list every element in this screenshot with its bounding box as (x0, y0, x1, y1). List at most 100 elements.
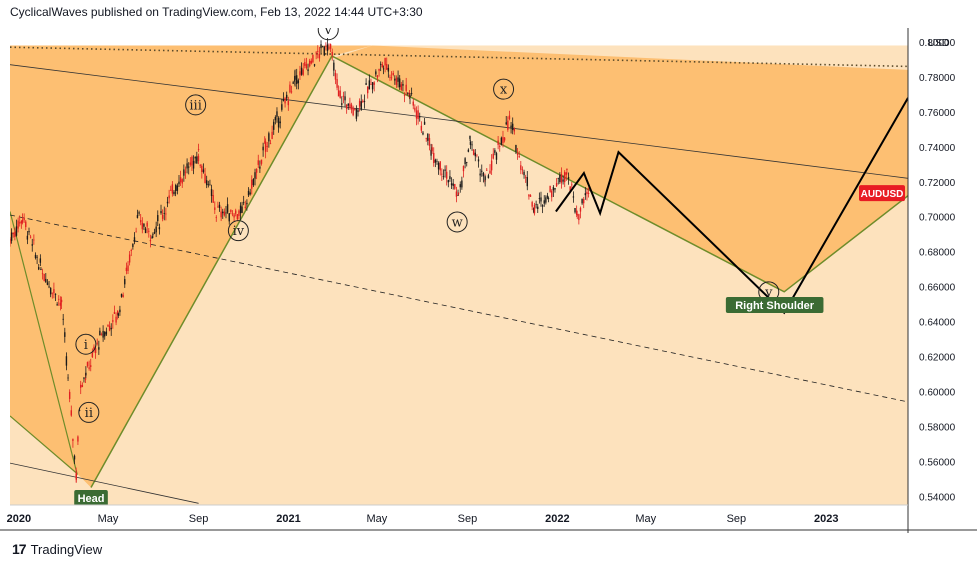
candle-body (279, 121, 281, 124)
candle-body (205, 180, 208, 186)
candle-body (197, 149, 200, 150)
candle-body (494, 150, 496, 153)
candle-body (102, 330, 104, 338)
candle-body (83, 377, 85, 379)
candle-body (23, 217, 25, 221)
candle-body (531, 202, 533, 207)
x-tick-label: May (635, 513, 656, 525)
candle-body (381, 64, 384, 68)
candle-body (28, 231, 30, 233)
candle-body (14, 231, 16, 237)
candle-body (477, 159, 480, 162)
x-tick-label: Sep (727, 513, 747, 525)
x-tick-label: 2020 (7, 513, 31, 525)
candle-body (546, 195, 549, 198)
candle-body (146, 222, 148, 227)
candle-body (447, 180, 450, 183)
candle-body (59, 302, 62, 306)
y-tick-label: 0.80000 (919, 38, 956, 49)
candle-body (505, 122, 507, 125)
candle-body (549, 185, 551, 192)
candle-body (520, 165, 522, 170)
candle-body (84, 378, 87, 380)
candle-body (104, 332, 106, 337)
candle-body (541, 205, 544, 207)
candle-body (576, 214, 578, 216)
candle-body (51, 292, 53, 294)
candle-body (139, 220, 142, 223)
candle-body (26, 235, 29, 240)
candle-body (284, 97, 286, 104)
candle-body (125, 267, 128, 272)
candle-body (60, 299, 63, 303)
candle-body (170, 189, 172, 191)
candle-body (94, 348, 97, 354)
candle-body (395, 77, 398, 85)
candle-body (171, 184, 174, 194)
wave-label-y: y (764, 285, 773, 300)
candle-body (199, 165, 201, 167)
candle-body (56, 304, 58, 306)
candle-body (239, 205, 242, 214)
projection-path (555, 97, 908, 315)
candle-body (163, 213, 165, 214)
candle-body (304, 62, 306, 66)
candle-body (21, 219, 24, 223)
candle-body (547, 198, 550, 199)
candle-body (403, 95, 406, 97)
candle-body (25, 221, 27, 228)
candle-body (434, 159, 437, 163)
candle-body (354, 108, 356, 110)
candle-body (350, 104, 353, 110)
candle-body (191, 156, 193, 166)
candle-body (157, 215, 159, 222)
candle-body (326, 44, 329, 51)
y-tick-label: 0.66000 (919, 283, 956, 294)
candle-body (254, 172, 256, 179)
footer-brand[interactable]: 17 TradingView (12, 541, 102, 557)
candle-body (535, 203, 537, 205)
candle-body (367, 86, 369, 94)
candle-body (49, 287, 52, 295)
candle-body (58, 298, 60, 300)
candle-body (266, 145, 268, 147)
y-tick-label: 0.62000 (919, 352, 956, 363)
candle-body (455, 191, 458, 197)
candle-body (244, 206, 246, 209)
candle-body (70, 410, 72, 416)
candle-body (384, 57, 386, 66)
last-price-badge (859, 185, 905, 202)
candle-body (262, 146, 264, 151)
candle-body (559, 174, 561, 183)
candle-body (423, 121, 426, 125)
candle-body (584, 193, 587, 196)
candle-body (462, 165, 465, 172)
wave-label-x: x (500, 83, 508, 98)
candle-body (148, 230, 150, 232)
candle-body (412, 101, 414, 106)
candle-body (333, 62, 335, 71)
candle-body (427, 133, 429, 141)
candle-body (158, 227, 161, 230)
candle-body (130, 250, 132, 251)
candle-body (34, 254, 37, 259)
candle-body (315, 52, 317, 54)
candle-body (188, 166, 190, 168)
candle-body (117, 311, 119, 315)
candle-body (223, 211, 226, 216)
candle-body (112, 320, 114, 322)
candle-body (40, 268, 42, 270)
y-tick-label: 0.64000 (919, 318, 956, 329)
candle-body (516, 153, 519, 155)
candle-body (439, 161, 441, 171)
y-tick-label: 0.60000 (919, 387, 956, 398)
candle-body (46, 282, 49, 285)
annotation-bg (725, 296, 824, 313)
candle-body (528, 194, 530, 197)
candle-body (365, 83, 367, 85)
candle-body (318, 53, 321, 59)
candle-body (194, 156, 196, 159)
candle-body (10, 238, 11, 244)
candle-body (178, 181, 180, 185)
